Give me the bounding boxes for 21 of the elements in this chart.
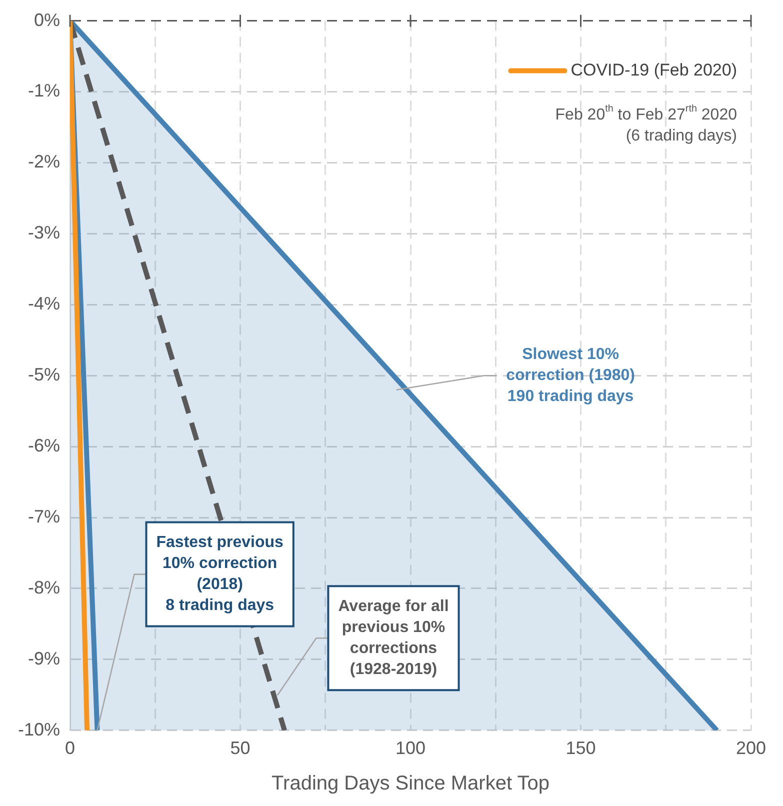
x-axis-title: Trading Days Since Market Top <box>272 772 550 795</box>
y-tick-label: -10% <box>18 719 60 740</box>
x-tick-label: 0 <box>65 738 76 758</box>
y-tick-label: -8% <box>28 577 60 598</box>
annotation: Slowest 10% correction (1980) 190 trading days <box>506 346 636 406</box>
y-tick-label: 0% <box>34 10 60 30</box>
annotation: Fastest previous 10% correction (2018) 8 trading days <box>156 534 284 614</box>
y-tick-label: -3% <box>28 222 60 243</box>
x-tick-label: 200 <box>736 738 766 758</box>
x-tick-label: 50 <box>230 738 250 758</box>
y-tick-label: -7% <box>28 506 60 526</box>
y-tick-label: -2% <box>28 152 60 172</box>
legend-label: COVID-19 (Feb 2020) <box>570 60 737 80</box>
y-tick-label: -6% <box>28 436 60 456</box>
y-tick-label: -4% <box>28 294 60 314</box>
annotation: Average for all previous 10% corrections (1928-2019) <box>338 598 449 678</box>
y-tick-label: -1% <box>28 80 60 101</box>
y-tick-label: -5% <box>28 364 60 385</box>
y-tick-label: -9% <box>28 648 60 668</box>
x-tick-label: 100 <box>395 738 426 758</box>
x-tick-label: 150 <box>566 738 596 758</box>
